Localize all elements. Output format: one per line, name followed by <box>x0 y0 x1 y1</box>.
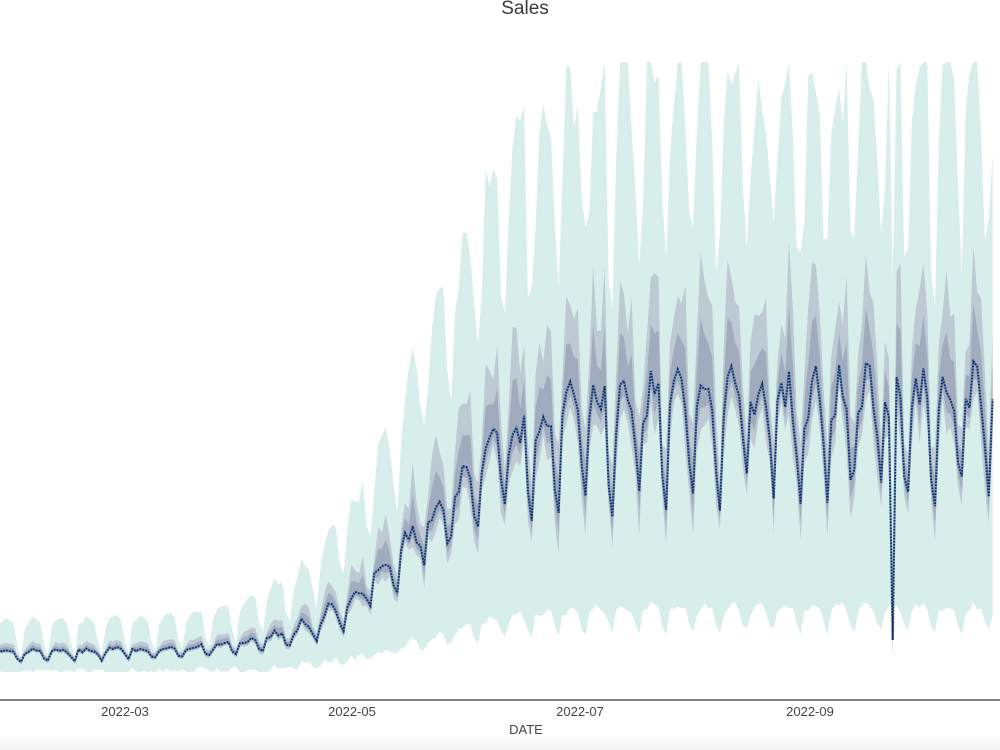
x-tick-label: 2022-07 <box>556 704 604 719</box>
bottom-fade <box>0 735 1000 750</box>
x-tick-label: 2022-09 <box>786 704 834 719</box>
chart-title: Sales <box>501 0 549 19</box>
mean-dotted-line <box>0 358 994 664</box>
x-axis-label: DATE <box>509 722 543 737</box>
x-tick-label: 2022-03 <box>101 704 149 719</box>
inner-interval-band <box>0 241 993 665</box>
x-tick-label: 2022-05 <box>328 704 376 719</box>
